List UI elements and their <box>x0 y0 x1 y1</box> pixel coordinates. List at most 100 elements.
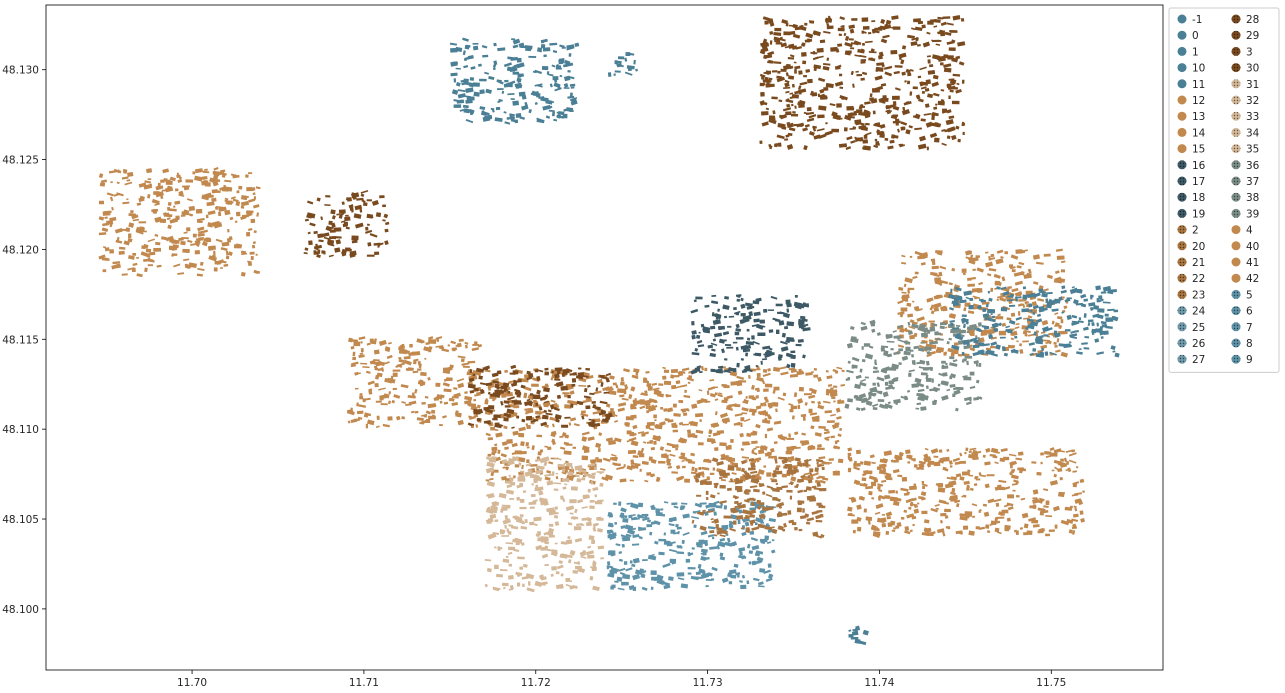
building-central-west <box>466 371 475 376</box>
building-central-band <box>585 397 592 403</box>
building-north-block <box>479 106 486 111</box>
building-northeast-strip <box>952 73 961 77</box>
building-northeast-strip <box>861 42 866 46</box>
legend-marker-hatch <box>1177 257 1187 267</box>
building-northeast-tan <box>980 329 989 334</box>
building-central-band <box>559 435 564 438</box>
building-northeast-strip <box>932 92 940 97</box>
building-northeast-tan <box>909 334 915 340</box>
building-northeast-strip <box>818 105 827 111</box>
building-east-mixed <box>880 347 885 352</box>
building-south-blue <box>739 551 743 556</box>
building-central-band <box>663 369 670 373</box>
building-central-band <box>687 381 691 384</box>
building-northeast-strip <box>925 121 933 128</box>
building-central-west <box>435 345 444 348</box>
building-northeast-strip <box>761 121 769 127</box>
building-west-residential <box>234 244 242 249</box>
building-central-band <box>823 430 830 435</box>
building-east-blue <box>985 303 989 308</box>
building-south-dark <box>771 480 778 483</box>
building-east-mixed <box>861 346 864 350</box>
building-south-dark <box>821 466 825 471</box>
building-northeast-strip <box>786 98 790 102</box>
building-northeast-strip <box>915 37 919 42</box>
building-northeast-strip <box>778 99 783 103</box>
building-central-band <box>709 379 715 382</box>
building-west-residential <box>121 176 129 180</box>
building-central-band <box>518 426 526 432</box>
legend-label: 35 <box>1246 144 1259 156</box>
building-central-band <box>513 405 520 409</box>
building-central-band <box>485 398 488 403</box>
building-central-west <box>431 414 435 418</box>
building-east-band <box>949 465 953 468</box>
building-west-residential <box>160 195 164 199</box>
building-central-band <box>782 392 787 397</box>
building-west-residential <box>155 241 161 246</box>
building-west-residential <box>110 181 113 184</box>
building-northeast-strip <box>916 44 921 47</box>
building-north-block <box>503 111 507 114</box>
building-east-band <box>1057 468 1063 473</box>
building-east-mixed <box>920 332 929 338</box>
building-center-north <box>739 319 745 325</box>
building-central-band <box>637 450 643 454</box>
building-north-block <box>514 82 522 88</box>
legend-marker-hatch <box>1231 208 1241 218</box>
building-central-band <box>501 441 508 446</box>
building-north-block <box>504 79 509 83</box>
building-west-residential <box>253 230 257 234</box>
building-central-band <box>727 457 736 463</box>
building-north-block <box>462 37 469 42</box>
legend-label: 10 <box>1192 63 1205 75</box>
building-central-west <box>378 339 387 346</box>
building-south-light <box>567 471 574 476</box>
building-northeast-tan <box>953 342 959 346</box>
building-northeast-strip <box>846 136 853 141</box>
building-west-residential <box>212 174 219 180</box>
building-south-light <box>522 490 527 493</box>
y-axis: 48.10048.10548.11048.11548.12048.12548.1… <box>2 65 46 616</box>
building-central-band <box>841 369 845 373</box>
building-northeast-tan <box>972 268 976 271</box>
building-central-dark <box>591 400 596 404</box>
building-northeast-tan <box>935 250 943 254</box>
building-central-west <box>443 378 450 382</box>
building-central-west <box>443 401 449 405</box>
building-northeast-strip <box>789 95 798 100</box>
building-central-band <box>773 441 778 445</box>
building-northeast-strip <box>927 93 934 99</box>
building-south-blue <box>651 576 658 581</box>
building-west-dark <box>328 220 333 226</box>
building-north-block <box>512 38 521 45</box>
building-east-band <box>911 458 916 461</box>
building-west-residential <box>144 183 153 189</box>
building-northeast-strip <box>805 68 811 73</box>
building-central-band <box>763 401 767 407</box>
building-west-dark <box>345 196 351 202</box>
building-central-band <box>644 390 648 395</box>
building-east-blue <box>1021 308 1030 313</box>
building-north-block <box>510 98 515 101</box>
building-northeast-tan <box>1020 250 1026 254</box>
legend-marker-hatch <box>1177 192 1187 202</box>
building-west-residential <box>189 214 193 217</box>
building-west-dark <box>314 251 320 255</box>
building-central-west <box>457 355 466 359</box>
building-central-dark <box>532 394 541 400</box>
building-central-band <box>637 431 645 434</box>
building-west-residential <box>124 181 133 186</box>
building-northeast-strip <box>773 36 781 42</box>
building-northeast-strip <box>788 24 795 27</box>
building-east-blue <box>1097 308 1105 313</box>
building-south-dark <box>735 515 744 520</box>
building-south-light <box>587 554 595 559</box>
building-north-block <box>561 47 566 49</box>
building-central-band <box>631 374 639 380</box>
building-central-band <box>719 442 727 447</box>
building-central-band <box>764 383 773 388</box>
building-east-band <box>888 489 896 494</box>
building-central-west <box>453 392 461 399</box>
building-central-west <box>411 392 415 397</box>
